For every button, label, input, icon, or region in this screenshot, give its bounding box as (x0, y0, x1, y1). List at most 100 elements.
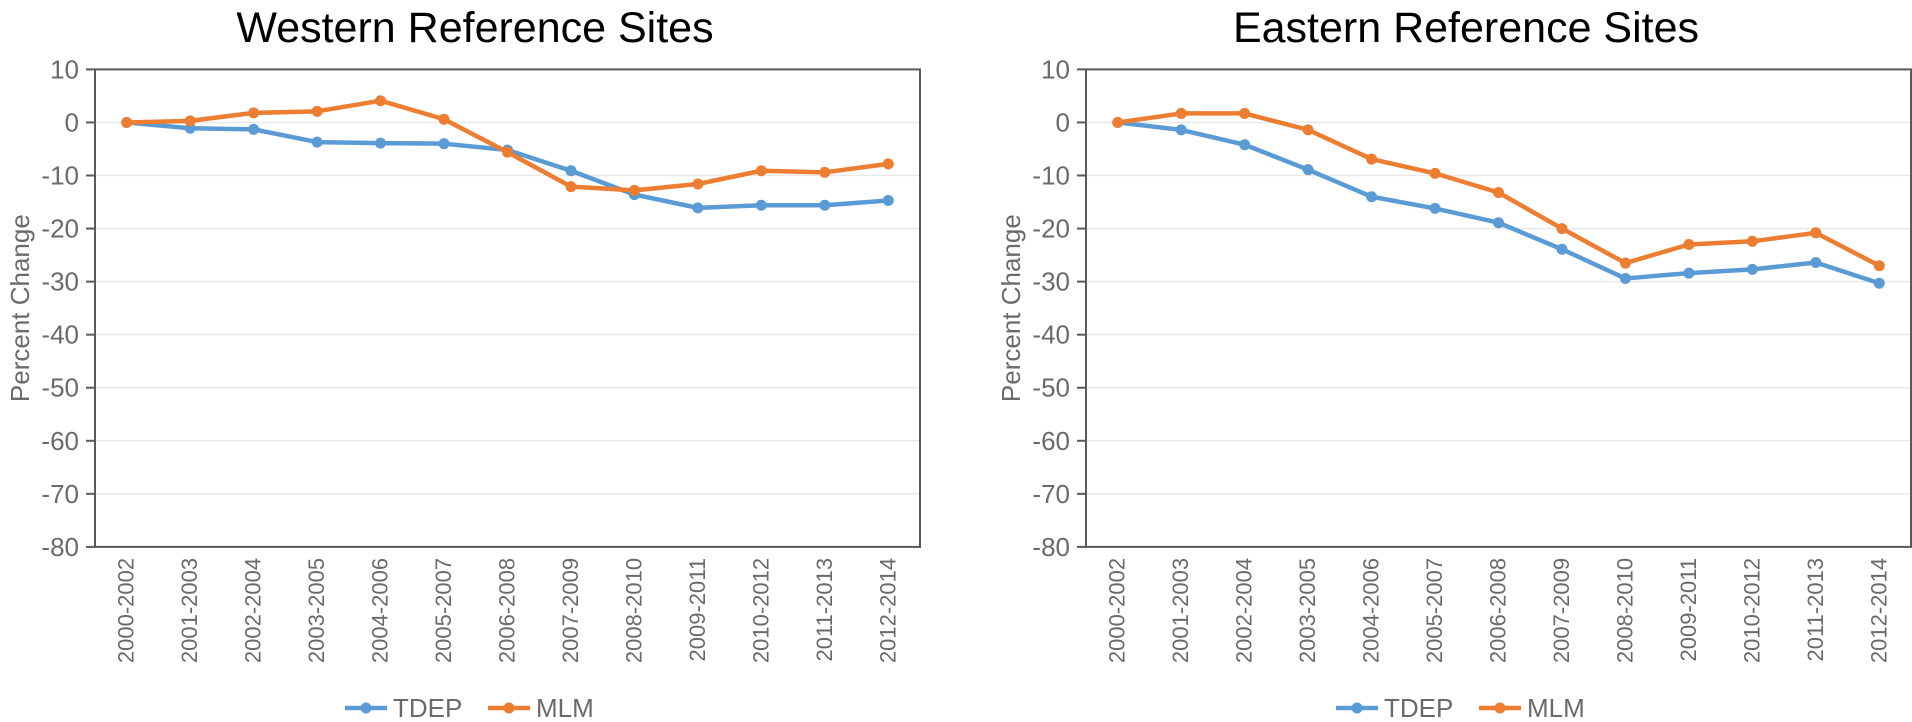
plot-area-border (94, 68, 921, 548)
y-axis-title: Percent Change (996, 214, 1026, 402)
data-point-tdep (1429, 202, 1441, 214)
x-tick-label: 2000-2002 (114, 558, 139, 663)
data-point-mlm (692, 178, 704, 190)
x-tick-label: 2008-2010 (621, 558, 646, 663)
x-tick-label: 2001-2003 (177, 558, 202, 663)
y-tick-label: -60 (1032, 426, 1070, 456)
data-point-tdep (882, 194, 894, 206)
data-point-mlm (1302, 124, 1314, 136)
data-point-tdep (1746, 263, 1758, 275)
x-tick-label: 2005-2007 (431, 558, 456, 663)
x-tick-label: 2010-2012 (748, 558, 773, 663)
data-point-mlm (882, 158, 894, 170)
data-point-mlm (1175, 107, 1187, 119)
data-point-tdep (1239, 139, 1251, 151)
data-point-tdep (1619, 272, 1631, 284)
data-point-mlm (628, 184, 640, 196)
data-point-tdep (1683, 267, 1695, 279)
x-tick-label: 2004-2006 (1359, 558, 1384, 663)
data-point-mlm (1366, 153, 1378, 165)
x-tick-label: 2011-2013 (1803, 558, 1828, 662)
data-point-mlm (1112, 116, 1124, 128)
y-tick-label: -20 (1032, 214, 1070, 244)
data-point-mlm (819, 166, 831, 178)
eastern-chart-panel: 10 0 -10 -20 -30 -40 -50 -60 -70 -80 2000-2002 2001… (956, 0, 1912, 722)
data-point-mlm (1810, 227, 1822, 239)
y-tick-label: -10 (41, 161, 79, 191)
x-tick-label: 2010-2012 (1739, 558, 1764, 663)
plot-area-border (1085, 68, 1912, 548)
legend-item-tdep: TDEP (1336, 693, 1453, 722)
legend-marker-dot (360, 702, 372, 714)
x-tick-label: 2003-2005 (1295, 558, 1320, 663)
x-tick-label: 2009-2011 (685, 558, 710, 662)
y-tick-label: -40 (1032, 320, 1070, 350)
data-point-tdep (1493, 217, 1504, 229)
legend-label: TDEP (393, 693, 462, 722)
data-point-tdep (1302, 164, 1314, 176)
data-point-mlm (1873, 260, 1885, 272)
x-tick-label: 2007-2009 (558, 558, 583, 663)
data-point-tdep (375, 137, 387, 149)
data-point-mlm (438, 113, 450, 125)
x-tick-label: 2005-2007 (1422, 558, 1447, 663)
data-point-tdep (692, 202, 704, 214)
legend-item-mlm: MLM (1479, 693, 1585, 722)
data-point-mlm (311, 105, 323, 117)
data-point-mlm (121, 116, 133, 128)
data-point-tdep (1556, 243, 1568, 255)
legend-marker-dot (503, 702, 515, 714)
series-line-tdep (1115, 120, 1882, 286)
data-point-tdep (1810, 257, 1822, 269)
data-point-mlm (248, 107, 260, 119)
data-point-mlm (1619, 257, 1631, 269)
data-point-tdep (819, 199, 831, 211)
data-point-tdep (565, 165, 577, 177)
data-point-tdep (1175, 124, 1187, 136)
y-tick-label: -80 (1032, 532, 1070, 562)
data-point-tdep (311, 136, 323, 148)
data-point-mlm (1493, 186, 1504, 198)
series-line-tdep (124, 120, 891, 211)
x-tick-label: 2006-2008 (495, 558, 520, 663)
data-point-tdep (1366, 191, 1378, 203)
data-point-tdep (438, 138, 450, 150)
data-point-mlm (184, 115, 196, 127)
data-point-mlm (1239, 107, 1251, 119)
y-tick-label: -40 (41, 320, 79, 350)
data-point-mlm (502, 146, 513, 158)
eastern-chart-svg: 10 0 -10 -20 -30 -40 -50 -60 -70 -80 2000-2002 2001… (996, 4, 1912, 722)
x-tick-label: 2009-2011 (1676, 558, 1701, 662)
y-tick-label: -30 (41, 267, 79, 297)
x-tick-label: 2006-2008 (1486, 558, 1511, 663)
data-point-tdep (1873, 277, 1885, 289)
data-point-mlm (1746, 235, 1758, 247)
data-point-tdep (755, 199, 767, 211)
data-point-mlm (755, 165, 767, 177)
legend-label: MLM (536, 693, 594, 722)
x-tick-label: 2007-2009 (1549, 558, 1574, 663)
y-tick-label: -70 (1032, 479, 1070, 509)
y-tick-label: 0 (1056, 107, 1070, 137)
legend-item-mlm: MLM (488, 693, 594, 722)
y-tick-label: -30 (1032, 267, 1070, 297)
legend-marker-dot (1494, 702, 1506, 714)
data-point-tdep (248, 123, 260, 135)
y-tick-label: -50 (41, 373, 79, 403)
x-tick-label: 2012-2014 (1866, 558, 1891, 663)
y-tick-label: 0 (65, 107, 79, 137)
legend-item-tdep: TDEP (345, 693, 462, 722)
data-point-mlm (565, 181, 577, 193)
western-chart-svg: 10 0 -10 -20 -30 -40 -50 -60 -70 -80 2000-2002 2001… (5, 4, 921, 722)
legend-label: MLM (1527, 693, 1585, 722)
x-tick-label: 2011-2013 (812, 558, 837, 662)
data-point-mlm (1429, 167, 1441, 179)
data-point-mlm (375, 95, 387, 107)
y-tick-label: -50 (1032, 373, 1070, 403)
legend-marker-dot (1351, 702, 1363, 714)
x-tick-label: 2000-2002 (1105, 558, 1130, 663)
x-tick-label: 2003-2005 (304, 558, 329, 663)
x-tick-label: 2001-2003 (1168, 558, 1193, 663)
chart-title: Eastern Reference Sites (1233, 4, 1699, 52)
